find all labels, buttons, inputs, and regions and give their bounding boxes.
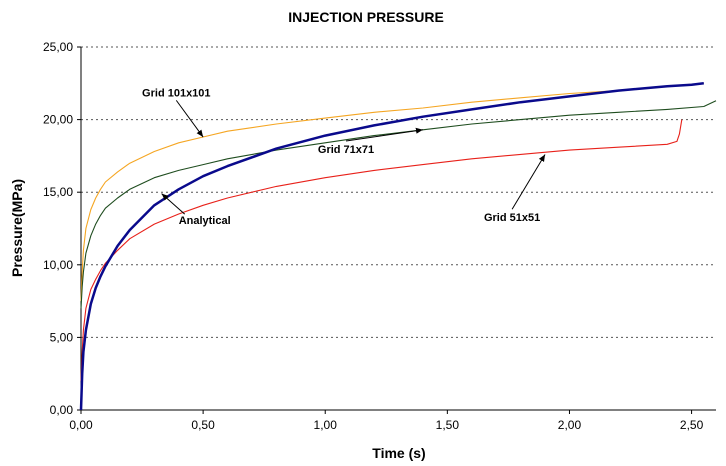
x-tick-label: 1,00 [314, 418, 338, 432]
series-layer [79, 82, 717, 411]
annotation-label: Grid 101x101 [142, 87, 211, 99]
series-line [80, 119, 683, 382]
y-axis-label: Pressure(MPa) [9, 179, 25, 277]
x-tick-label: 0,50 [191, 418, 215, 432]
x-ticks: 0,00 0,50 1,00 1,50 2,00 2,50 [69, 410, 704, 432]
annotation-label: Analytical [179, 215, 231, 227]
x-axis-label: Time (s) [372, 445, 425, 461]
series-line [79, 82, 704, 411]
x-tick-label: 2,00 [558, 418, 582, 432]
y-tick-label: 20,00 [43, 113, 73, 127]
y-tick-label: 10,00 [43, 258, 73, 272]
y-ticks: 0,00 5,00 10,00 15,00 20,00 25,00 [43, 40, 81, 417]
y-tick-label: 25,00 [43, 40, 73, 54]
y-tick-label: 0,00 [50, 403, 74, 417]
annotation-arrow [161, 193, 186, 215]
annotation-layer: Grid 101x101 Grid 71x71 Grid 51x51 Analytic… [142, 87, 546, 227]
y-tick-label: 15,00 [43, 185, 73, 199]
x-tick-label: 1,50 [436, 418, 460, 432]
annotation-arrow [511, 154, 546, 210]
annotation-label: Grid 71x71 [318, 144, 374, 156]
x-tick-label: 2,50 [680, 418, 704, 432]
annotation-label: Grid 51x51 [484, 212, 540, 224]
series-line [80, 100, 717, 309]
annotation-arrow [175, 100, 204, 138]
chart-title: INJECTION PRESSURE [288, 9, 444, 25]
series-line [80, 82, 704, 302]
x-tick-label: 0,00 [69, 418, 93, 432]
grid-lines [81, 46, 716, 338]
axes [80, 47, 716, 411]
y-tick-label: 5,00 [50, 330, 74, 344]
annotation-arrow [345, 127, 423, 142]
